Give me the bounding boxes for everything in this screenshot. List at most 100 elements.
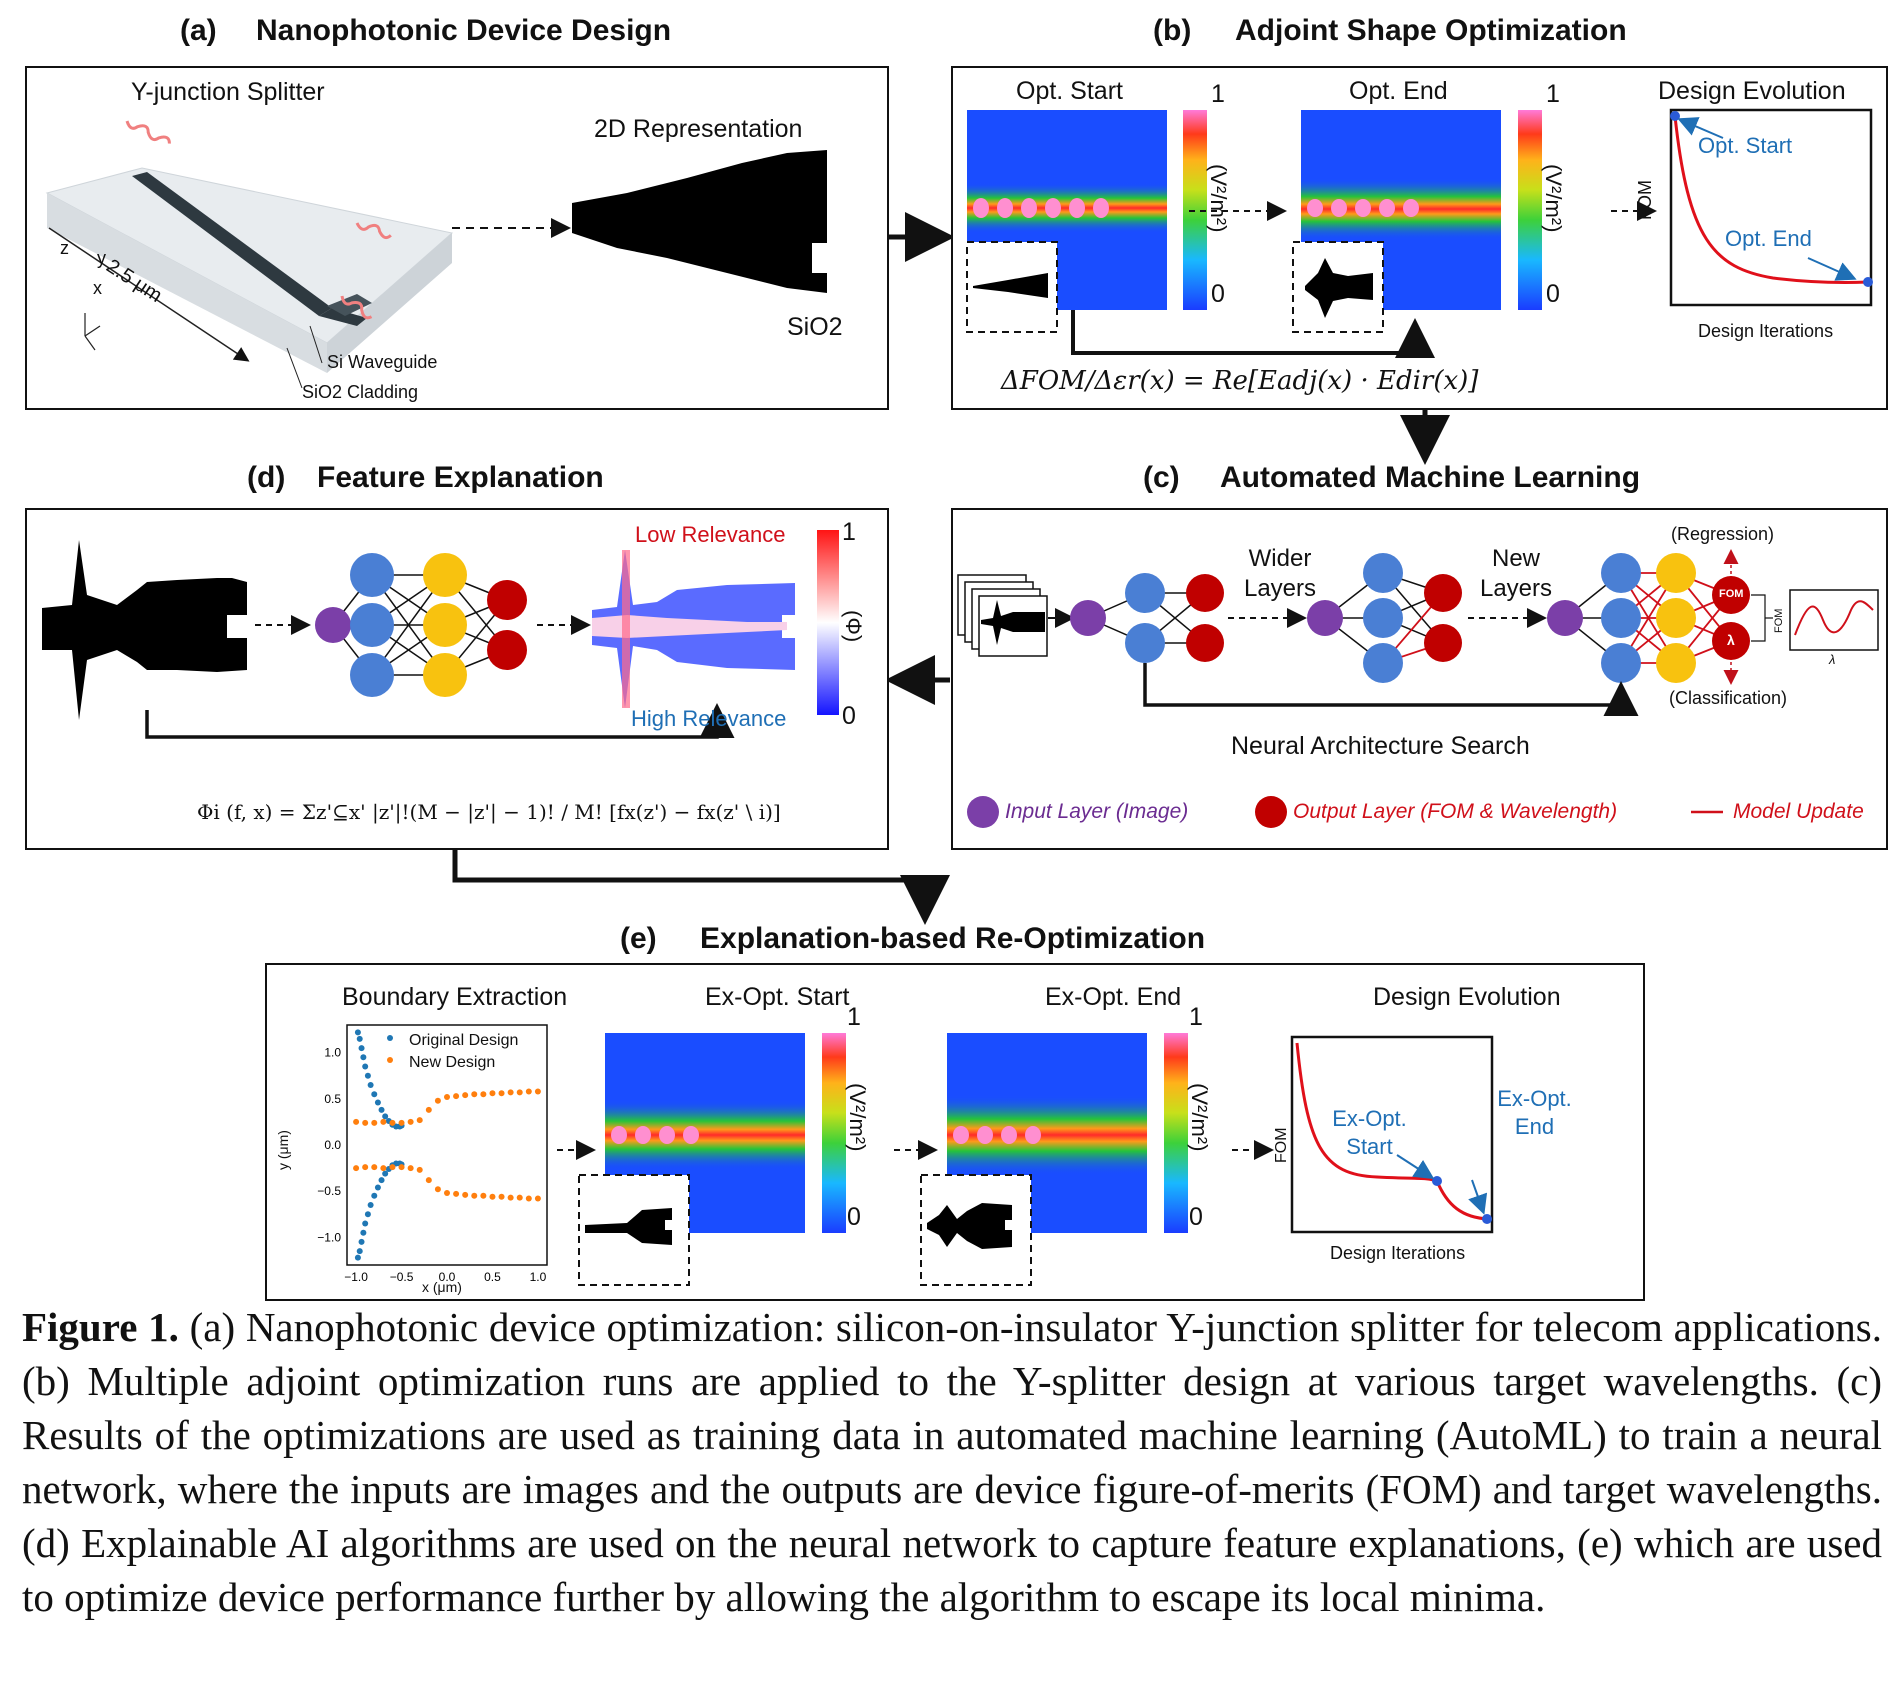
- panel-c-title: Automated Machine Learning: [1220, 461, 1641, 494]
- scatter-point-new: [462, 1191, 469, 1198]
- scatter-point-new: [389, 1119, 396, 1126]
- y-tick-label: −0.5: [317, 1184, 341, 1198]
- new-layers-label: New Layers: [1479, 545, 1553, 602]
- scatter-point-original: [356, 1035, 363, 1042]
- figure-caption: Figure 1. (a) Nanophotonic device optimi…: [22, 1300, 1882, 1624]
- x-tick-label: −0.5: [390, 1270, 414, 1284]
- classification-label: (Classification): [1669, 688, 1788, 708]
- scatter-point-new: [444, 1190, 450, 1196]
- annot-ex-start: Ex-Opt. Start: [1332, 1106, 1407, 1159]
- x-tick-label: 0.5: [484, 1270, 501, 1284]
- feature-explanation-diagram: [42, 530, 839, 739]
- annot-opt-start: Opt. Start: [1698, 133, 1793, 158]
- cbar-b1-max: 1: [1211, 80, 1225, 108]
- low-relevance-label: Low Relevance: [635, 522, 786, 547]
- panel-e-letter: (e): [620, 922, 657, 955]
- scatter-point-new: [534, 1195, 541, 1202]
- design-evolution-e-title: Design Evolution: [1373, 983, 1561, 1011]
- scatter-point-new: [498, 1090, 505, 1097]
- scatter-point-new: [453, 1190, 460, 1197]
- legend-marker-original: [387, 1035, 393, 1041]
- ex-start-title: Ex-Opt. Start: [705, 983, 850, 1011]
- lambda-node-label: λ: [1727, 632, 1735, 648]
- scatter-point-new: [444, 1094, 450, 1100]
- axis-x: x: [93, 278, 102, 298]
- regression-label: (Regression): [1671, 524, 1775, 544]
- panel-d: Low Relevance High Relevance 1 0 (Φ) Φi …: [25, 508, 889, 850]
- scatter-point-new: [471, 1091, 478, 1098]
- scatter-point-new: [516, 1089, 523, 1096]
- cbar-d-max: 1: [842, 518, 856, 546]
- scatter-point-new: [371, 1119, 378, 1126]
- scatter-point-new: [371, 1164, 378, 1171]
- legend-new: New Design: [409, 1054, 496, 1071]
- cbar-b2-label: (V²/m²): [1541, 164, 1566, 233]
- cbar-e1-min: 0: [847, 1203, 861, 1231]
- sio2-label: SiO2: [787, 313, 843, 341]
- scatter-point-original: [374, 1099, 381, 1106]
- scatter-point-new: [462, 1092, 469, 1099]
- scatter-point-original: [378, 1177, 385, 1184]
- legend-update: Model Update: [1733, 800, 1864, 823]
- scatter-point-original: [360, 1054, 367, 1061]
- y-tick-label: 0.0: [324, 1138, 341, 1152]
- adjoint-formula: ΔFOM/Δεr(x) = Re[Eadj(x) · Edir(x)]: [1001, 366, 1479, 396]
- panel-b-title: Adjoint Shape Optimization: [1235, 14, 1627, 47]
- cbar-e1-label: (V²/m²): [845, 1083, 870, 1152]
- representation-label: 2D Representation: [594, 115, 803, 143]
- scatter-xlabel: x (μm): [422, 1279, 462, 1295]
- panel-a-letter: (a): [180, 14, 217, 47]
- automl-diagram: [957, 549, 1879, 828]
- cbar-b2-max: 1: [1546, 80, 1560, 108]
- scatter-point-new: [407, 1165, 414, 1172]
- scatter-point-original: [358, 1045, 365, 1052]
- panel-a: Y-junction Splitter 2D Representation 2.…: [25, 66, 889, 410]
- panel-c: Wider Layers New Layers (Regression) (Cl…: [951, 508, 1888, 850]
- scatter-point-original: [382, 1170, 389, 1177]
- scatter-point-original: [378, 1106, 385, 1113]
- iter-axis-b: Design Iterations: [1698, 321, 1834, 341]
- boundary-scatter-chart: −1.0 −0.5 0.0 0.5 1.0 1.0 0.5 0.0 −0.5 −1.0: [317, 1024, 548, 1284]
- axis-y: y: [97, 248, 106, 268]
- scatter-point-new: [480, 1192, 487, 1199]
- axis-z: z: [60, 238, 69, 258]
- scatter-point-new: [416, 1117, 423, 1124]
- scatter-point-new: [425, 1177, 432, 1184]
- scatter-point-new: [353, 1118, 360, 1125]
- cbar-b1-label: (V²/m²): [1206, 164, 1231, 233]
- panel-d-letter: (d): [247, 461, 286, 494]
- scatter-point-new: [398, 1119, 405, 1126]
- scatter-point-new: [362, 1164, 369, 1171]
- scatter-frame: [346, 1024, 548, 1266]
- annot-ex-end: Ex-Opt. End: [1497, 1086, 1572, 1139]
- opt-end-title: Opt. End: [1349, 77, 1448, 105]
- cbar-e2-min: 0: [1189, 1203, 1203, 1231]
- fom-axis-b: FOM: [1635, 180, 1655, 220]
- y-tick-label: 0.5: [324, 1092, 341, 1106]
- y-junction-label: Y-junction Splitter: [131, 78, 325, 106]
- scatter-point-new: [380, 1118, 387, 1125]
- scatter-point-original: [360, 1229, 367, 1236]
- si-waveguide-label: Si Waveguide: [327, 352, 438, 372]
- scatter-point-original: [362, 1220, 369, 1227]
- scatter-point-new: [425, 1106, 432, 1113]
- scatter-point-new: [471, 1192, 478, 1199]
- scatter-point-original: [354, 1254, 361, 1261]
- scatter-point-new: [498, 1193, 505, 1200]
- scatter-point-new: [362, 1119, 369, 1126]
- cbar-d-label: (Φ): [841, 610, 866, 643]
- ex-end-title: Ex-Opt. End: [1045, 983, 1182, 1011]
- scatter-point-new: [480, 1091, 487, 1098]
- scatter-point-new: [398, 1164, 405, 1171]
- scatter-point-new: [525, 1195, 532, 1202]
- fom-node-label: FOM: [1719, 588, 1744, 600]
- caption-label: Figure 1.: [22, 1304, 179, 1350]
- reoptimization-field-plots: [557, 1033, 1494, 1286]
- y-junction-3d-illustration: [45, 120, 827, 389]
- scatter-point-new: [507, 1089, 514, 1096]
- opt-start-title: Opt. Start: [1016, 77, 1123, 105]
- legend-output: Output Layer (FOM & Wavelength): [1293, 800, 1618, 823]
- cbar-e1-max: 1: [847, 1003, 861, 1031]
- nas-label: Neural Architecture Search: [1231, 732, 1530, 760]
- scatter-point-new: [353, 1165, 360, 1172]
